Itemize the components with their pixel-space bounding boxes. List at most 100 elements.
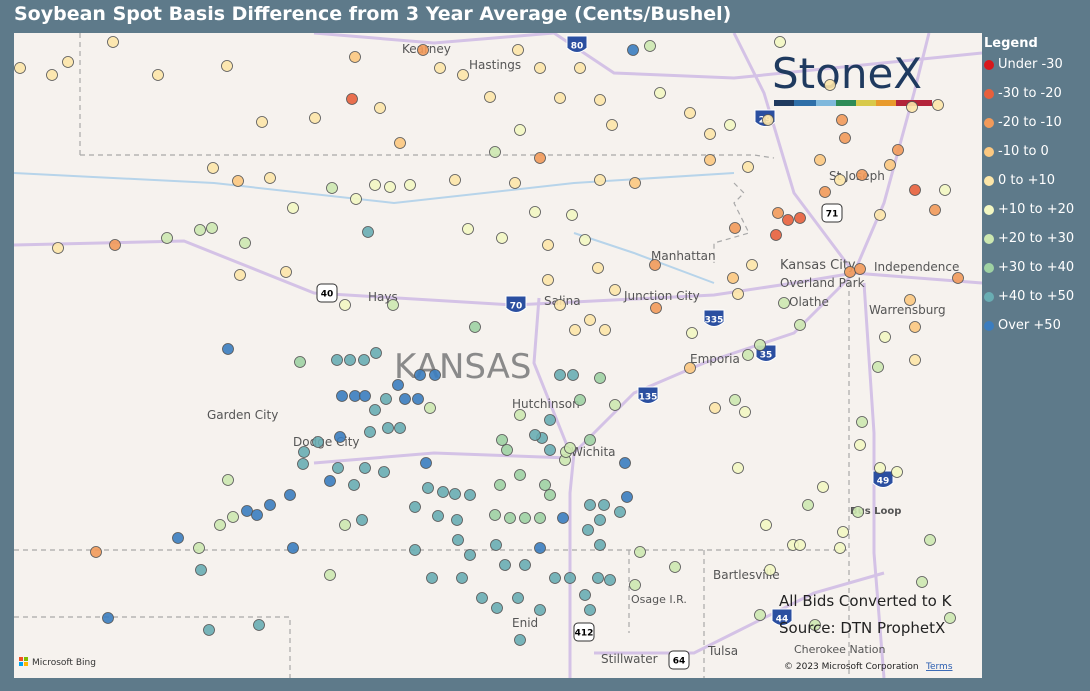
legend-item[interactable]: Under -30: [984, 57, 1074, 86]
basis-point: [456, 572, 468, 584]
basis-point: [539, 479, 551, 491]
basis-point: [760, 519, 772, 531]
basis-point: [627, 44, 639, 56]
terms-link[interactable]: Terms: [925, 662, 953, 672]
basis-point: [519, 559, 531, 571]
basis-point: [534, 542, 546, 554]
interstate-shield: [505, 295, 527, 313]
legend-label: -20 to -10: [998, 115, 1062, 130]
basis-point: [544, 414, 556, 426]
basis-point: [834, 542, 846, 554]
basis-point: [339, 299, 351, 311]
basis-point: [704, 128, 716, 140]
basis-point: [491, 602, 503, 614]
interstate-shield: [771, 608, 793, 626]
basis-point: [609, 399, 621, 411]
basis-point: [754, 609, 766, 621]
basis-point: [14, 62, 26, 74]
basis-points: [14, 36, 964, 646]
basis-point: [594, 94, 606, 106]
legend-item[interactable]: +40 to +50: [984, 289, 1074, 318]
basis-point: [874, 462, 886, 474]
basis-point: [206, 222, 218, 234]
basis-point: [852, 506, 864, 518]
basis-point: [332, 462, 344, 474]
place-label: Cherokee Nation: [794, 643, 886, 656]
basis-point: [566, 209, 578, 221]
basis-point: [892, 144, 904, 156]
legend-item[interactable]: +10 to +20: [984, 202, 1074, 231]
basis-point: [514, 124, 526, 136]
legend-item[interactable]: -20 to -10: [984, 115, 1074, 144]
basis-point: [854, 263, 866, 275]
legend-item[interactable]: +20 to +30: [984, 231, 1074, 260]
basis-point: [264, 499, 276, 511]
basis-point: [284, 489, 296, 501]
basis-point: [802, 499, 814, 511]
basis-point: [809, 619, 821, 631]
basis-point: [374, 102, 386, 114]
basis-point: [331, 354, 343, 366]
basis-point: [349, 390, 361, 402]
note: Source: DTN ProphetX: [779, 619, 945, 637]
basis-point: [451, 514, 463, 526]
basis-point: [629, 579, 641, 591]
legend-item[interactable]: +30 to +40: [984, 260, 1074, 289]
basis-point: [684, 362, 696, 374]
basis-point: [504, 512, 516, 524]
basis-point: [604, 574, 616, 586]
interstate-shield: [566, 35, 588, 53]
place-labels: KearneyHastingsSt JosephManhattanKansas …: [207, 42, 959, 666]
basis-point: [584, 314, 596, 326]
title: Soybean Spot Basis Difference from 3 Yea…: [14, 3, 732, 25]
map: StoneX KearneyHastingsSt JosephManhattan…: [14, 33, 982, 678]
basis-point: [774, 36, 786, 48]
us-shield: [316, 283, 338, 303]
basis-point: [161, 232, 173, 244]
logo-bar: [876, 100, 896, 106]
basis-point: [294, 356, 306, 368]
basis-point: [312, 436, 324, 448]
basis-point: [409, 501, 421, 513]
basis-point: [364, 426, 376, 438]
shield-label: 70: [510, 302, 523, 312]
basis-point: [739, 406, 751, 418]
basis-point: [909, 184, 921, 196]
legend-item[interactable]: Over +50: [984, 318, 1074, 347]
interstate-shield: [637, 386, 659, 404]
legend-swatch: [984, 89, 994, 99]
legend-swatch: [984, 60, 994, 70]
shield-label: 64: [673, 657, 686, 667]
legend-label: -30 to -20: [998, 86, 1062, 101]
place-label: Bartlesville: [713, 568, 780, 582]
legend-title: Legend: [984, 36, 1038, 51]
shield-label: 49: [877, 477, 890, 487]
basis-point: [906, 101, 918, 113]
legend-item[interactable]: 0 to +10: [984, 173, 1074, 202]
basis-point: [554, 92, 566, 104]
basis-point: [232, 175, 244, 187]
shield-label: 80: [571, 42, 584, 52]
basis-point: [879, 331, 891, 343]
basis-point: [724, 119, 736, 131]
legend-swatch: [984, 176, 994, 186]
basis-point: [614, 506, 626, 518]
basis-point: [764, 564, 776, 576]
basis-point: [634, 546, 646, 558]
legend-swatch: [984, 147, 994, 157]
basis-point: [754, 339, 766, 351]
basis-point: [339, 519, 351, 531]
basis-point: [172, 532, 184, 544]
basis-point: [107, 36, 119, 48]
place-label: Emporia: [690, 352, 740, 366]
legend-item[interactable]: -10 to 0: [984, 144, 1074, 173]
basis-point: [457, 69, 469, 81]
legend-item[interactable]: -30 to -20: [984, 86, 1074, 115]
us-shield: [668, 650, 690, 670]
basis-point: [729, 222, 741, 234]
basis-point: [489, 509, 501, 521]
basis-point: [512, 44, 524, 56]
place-label: Overland Park: [780, 276, 865, 290]
basis-point: [494, 479, 506, 491]
basis-point: [534, 62, 546, 74]
